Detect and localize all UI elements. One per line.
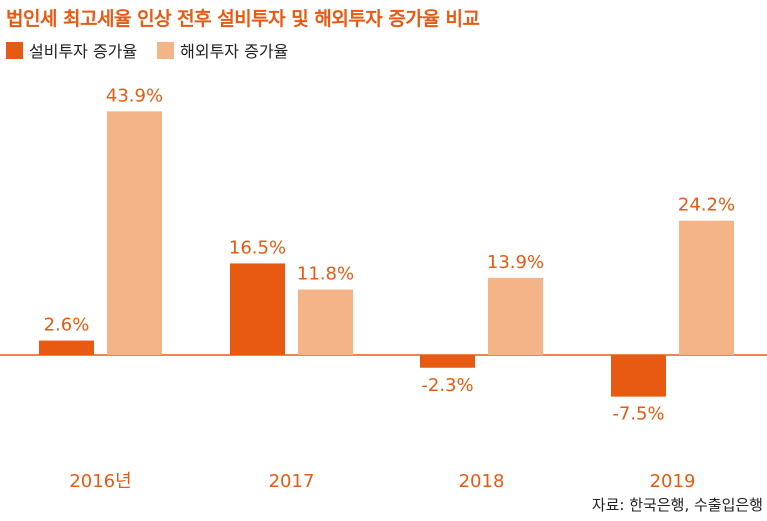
legend-swatch-overseas (157, 41, 175, 59)
data-label-domestic-1: 16.5% (229, 237, 286, 258)
legend-item-overseas: 해외투자 증가율 (157, 38, 288, 62)
data-label-domestic-0: 2.6% (44, 315, 90, 336)
legend-label-domestic: 설비투자 증가율 (29, 42, 138, 61)
category-label-2: 2018 (459, 471, 505, 492)
data-label-domestic-2: -2.3% (421, 375, 473, 396)
bar-overseas-1 (298, 289, 353, 355)
legend-label-overseas: 해외투자 증가율 (180, 42, 289, 61)
data-label-overseas-1: 11.8% (297, 264, 354, 285)
bar-domestic-0 (39, 340, 94, 355)
bar-overseas-3 (679, 220, 734, 355)
bar-domestic-3 (611, 355, 666, 397)
bar-overseas-2 (488, 277, 543, 355)
source-note: 자료: 한국은행, 수출입은행 (591, 496, 763, 514)
category-label-0: 2016년 (69, 471, 131, 492)
category-label-3: 2019 (650, 471, 696, 492)
bar-domestic-1 (230, 263, 285, 355)
bar-overseas-0 (107, 111, 162, 355)
data-label-domestic-3: -7.5% (612, 404, 664, 425)
legend-item-domestic: 설비투자 증가율 (6, 38, 137, 62)
bar-domestic-2 (420, 355, 475, 368)
legend-swatch-domestic (6, 41, 23, 59)
data-label-overseas-2: 13.9% (487, 252, 544, 273)
category-label-1: 2017 (269, 471, 315, 492)
legend: 설비투자 증가율 해외투자 증가율 (6, 38, 308, 62)
chart-title: 법인세 최고세율 인상 전후 설비투자 및 해외투자 증가율 비교 (6, 8, 480, 30)
data-label-overseas-0: 43.9% (106, 85, 163, 106)
data-label-overseas-3: 24.2% (678, 195, 735, 216)
